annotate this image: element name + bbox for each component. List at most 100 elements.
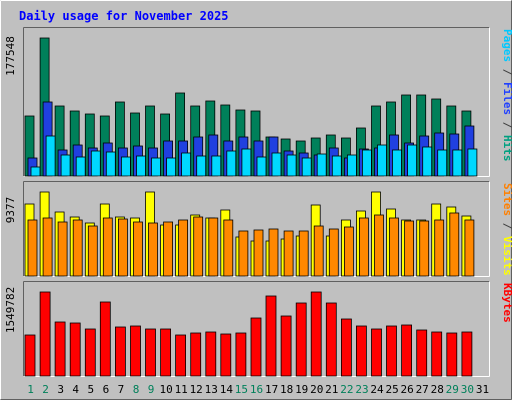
bar-bottom-kbytes-day-4 <box>69 322 81 377</box>
bar-bottom-kbytes-day-15 <box>235 332 247 377</box>
x-tick-label-day-4: 4 <box>72 383 79 396</box>
bar-bottom-kbytes-day-1 <box>24 334 36 377</box>
bar-bottom-kbytes-day-14 <box>220 333 232 377</box>
bar-middle-sites-day-14 <box>223 219 234 277</box>
bar-middle-sites-day-27 <box>419 220 430 277</box>
bar-top-pages-day-16 <box>256 156 267 177</box>
bar-top-pages-day-7 <box>121 156 131 177</box>
x-tick-label-day-17: 17 <box>265 383 278 396</box>
panel-bottom-max-label: 1549782 <box>4 287 17 333</box>
x-tick-label-day-26: 26 <box>400 383 413 396</box>
bar-bottom-kbytes-day-19 <box>295 302 307 377</box>
bar-top-pages-day-14 <box>226 150 237 177</box>
bar-middle-sites-day-7 <box>118 218 128 277</box>
bar-middle-sites-day-16 <box>253 229 264 277</box>
x-tick-label-day-24: 24 <box>370 383 384 396</box>
bar-middle-sites-day-8 <box>133 221 143 277</box>
bar-top-pages-day-13 <box>211 155 222 177</box>
bar-bottom-kbytes-day-23 <box>355 325 367 377</box>
bar-bottom-kbytes-day-5 <box>84 328 96 377</box>
x-tick-label-day-14: 14 <box>220 383 234 396</box>
bar-top-pages-day-11 <box>181 152 192 177</box>
bar-middle-sites-day-13 <box>208 217 219 277</box>
legend-entry-top-1: / <box>501 62 512 82</box>
bar-middle-sites-day-22 <box>343 226 354 277</box>
bar-bottom-kbytes-day-21 <box>325 302 337 377</box>
bar-middle-sites-day-1 <box>27 219 38 277</box>
bar-middle-sites-day-25 <box>389 217 399 277</box>
panel-top-legend: Pages / Files / Hits <box>501 29 512 162</box>
bar-middle-sites-day-4 <box>72 219 83 277</box>
bar-middle-sites-day-21 <box>328 228 339 277</box>
bar-bottom-kbytes-day-17 <box>265 295 277 377</box>
bar-middle-sites-day-3 <box>57 221 68 277</box>
x-tick-label-day-11: 11 <box>175 383 188 396</box>
bar-top-pages-day-5 <box>90 150 101 177</box>
bar-middle-sites-day-20 <box>313 225 324 277</box>
bar-top-pages-day-26 <box>407 144 418 177</box>
bar-bottom-kbytes-day-24 <box>371 328 382 377</box>
bar-bottom-kbytes-day-7 <box>115 326 126 377</box>
bar-top-pages-day-25 <box>392 149 402 177</box>
legend-entry-top-0: Pages <box>501 29 512 62</box>
x-tick-label-day-1: 1 <box>27 383 34 396</box>
bar-bottom-kbytes-day-9 <box>145 328 156 377</box>
bar-middle-sites-day-17 <box>268 228 279 277</box>
bar-middle-sites-day-12 <box>193 216 204 277</box>
x-tick-label-day-5: 5 <box>87 383 94 396</box>
x-tick-label-day-6: 6 <box>103 383 110 396</box>
legend-entry-middle-2: Visits <box>501 236 512 276</box>
x-tick-label-day-29: 29 <box>446 383 459 396</box>
x-tick-label-day-8: 8 <box>133 383 140 396</box>
x-tick-label-day-23: 23 <box>355 383 368 396</box>
bar-middle-sites-day-5 <box>87 225 98 277</box>
panel-top-max-label: 177548 <box>4 36 17 76</box>
bar-top-pages-day-28 <box>437 149 448 177</box>
bar-bottom-kbytes-day-10 <box>160 328 172 377</box>
plot-layer: 177548 Pages / Files / Hits 9377 Sites / Vi… <box>4 27 512 396</box>
bar-bottom-kbytes-day-30 <box>461 331 473 377</box>
bar-bottom-kbytes-day-12 <box>190 332 202 377</box>
bar-middle-sites-day-6 <box>102 217 113 277</box>
bar-top-pages-day-27 <box>422 146 433 177</box>
x-tick-label-day-13: 13 <box>205 383 218 396</box>
bar-bottom-kbytes-day-6 <box>99 301 111 377</box>
bar-middle-sites-day-23 <box>358 217 369 277</box>
x-tick-label-day-20: 20 <box>310 383 323 396</box>
bar-top-pages-day-22 <box>346 154 357 177</box>
x-tick-label-day-30: 30 <box>461 383 474 396</box>
bar-top-pages-day-12 <box>196 155 207 177</box>
legend-entry-top-3: / <box>501 115 512 135</box>
bar-bottom-kbytes-day-29 <box>446 332 458 377</box>
x-tick-label-day-19: 19 <box>295 383 308 396</box>
panel-middle-max-label: 9377 <box>4 197 17 224</box>
bar-middle-sites-day-29 <box>449 212 460 277</box>
bar-middle-sites-day-18 <box>283 230 294 277</box>
bar-top-pages-day-6 <box>105 151 116 177</box>
bar-top-pages-day-24 <box>377 144 387 177</box>
x-tick-label-day-2: 2 <box>42 383 49 396</box>
bar-bottom-kbytes-day-18 <box>280 315 292 377</box>
panel-middle-legend: Sites / Visits <box>501 183 512 276</box>
legend-entry-middle-0: Sites <box>501 183 512 216</box>
x-tick-label-day-21: 21 <box>325 383 338 396</box>
x-tick-label-day-22: 22 <box>340 383 353 396</box>
x-tick-label-day-25: 25 <box>385 383 398 396</box>
chart-title: Daily usage for November 2025 <box>19 9 229 23</box>
bar-top-pages-day-4 <box>75 156 86 177</box>
x-tick-label-day-12: 12 <box>190 383 203 396</box>
bar-top-pages-day-29 <box>452 149 463 177</box>
bar-top-pages-day-19 <box>301 157 312 177</box>
x-tick-label-day-28: 28 <box>431 383 444 396</box>
bar-top-pages-day-1 <box>30 166 41 177</box>
bar-top-pages-day-20 <box>316 153 327 177</box>
bar-bottom-kbytes-day-20 <box>310 291 322 377</box>
bar-middle-sites-day-9 <box>148 222 158 277</box>
bar-top-pages-day-2 <box>45 135 56 177</box>
bar-bottom-kbytes-day-28 <box>431 331 443 377</box>
bar-middle-sites-day-15 <box>238 230 249 277</box>
bar-top-pages-day-9 <box>151 157 161 177</box>
bar-middle-sites-day-26 <box>404 220 415 277</box>
